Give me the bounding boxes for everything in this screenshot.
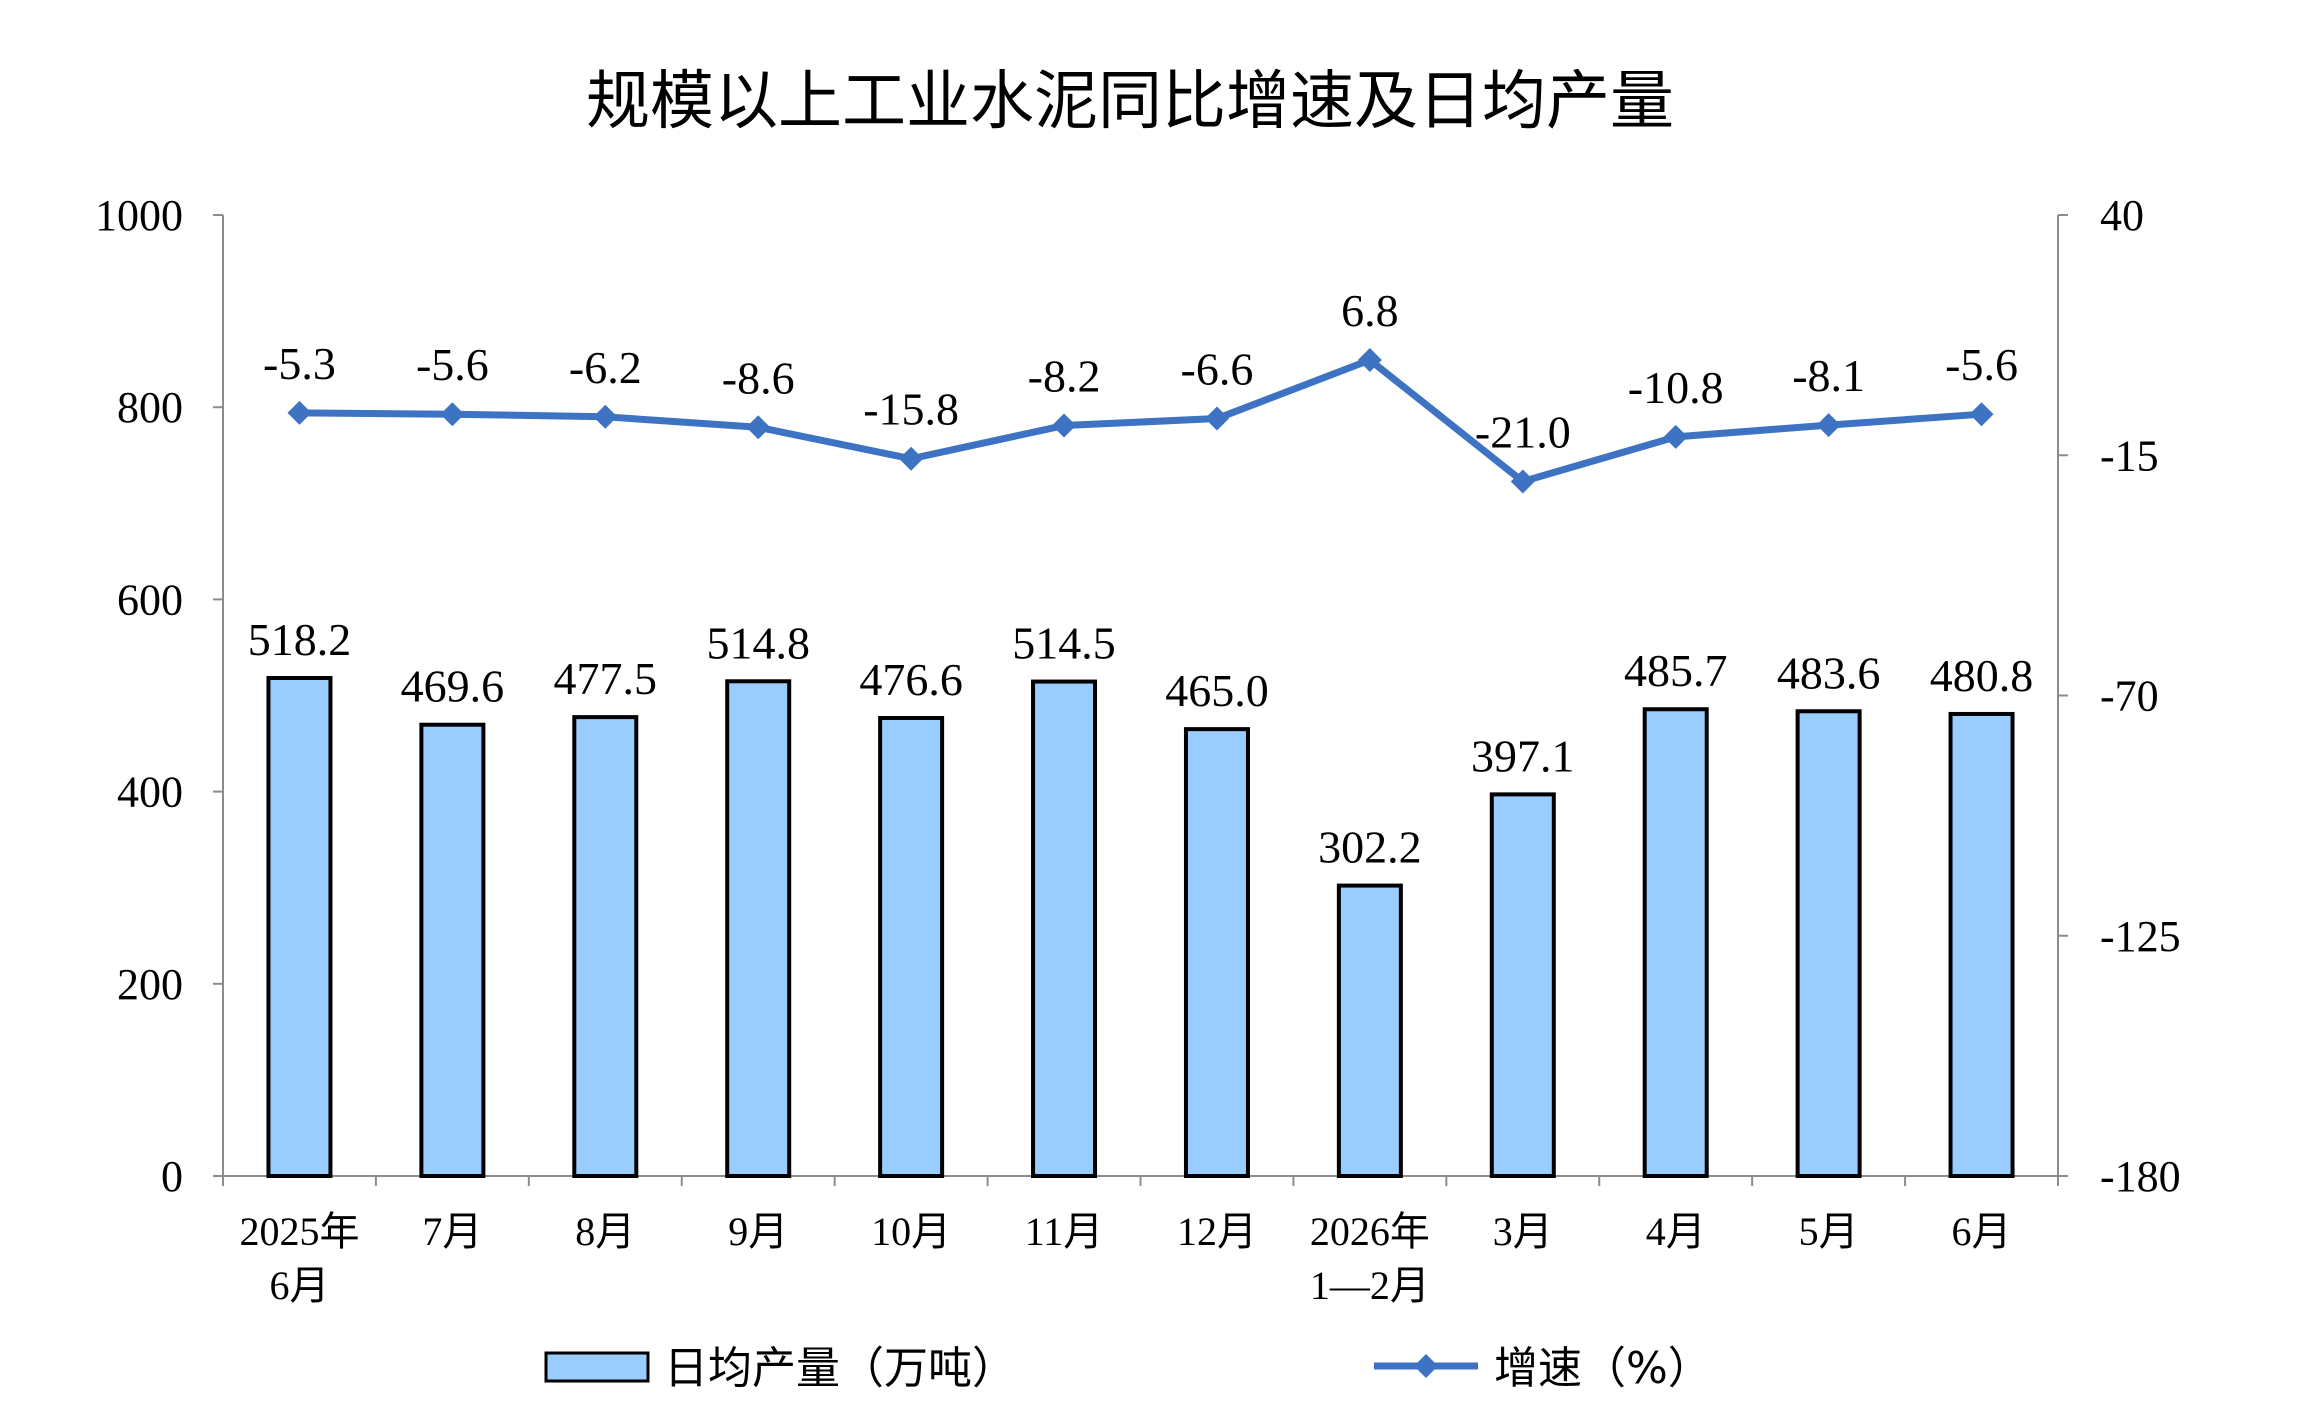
- line-value-label: -8.1: [1792, 350, 1865, 401]
- x-tick-label: 8月: [575, 1209, 635, 1254]
- x-tick-label: 9月: [728, 1209, 788, 1254]
- bar: [266, 676, 333, 1179]
- y-left-tick-label: 800: [117, 383, 183, 432]
- legend-line-marker: [1414, 1354, 1438, 1378]
- line-layer: [287, 348, 1994, 494]
- x-tick-label: 5月: [1799, 1209, 1859, 1254]
- line-value-label: -5.6: [416, 339, 489, 390]
- bar: [1795, 709, 1862, 1178]
- bar-value-label: 397.1: [1471, 730, 1575, 781]
- legend: 日均产量（万吨） 增速（%）: [544, 1343, 1712, 1394]
- legend-bar-label: 日均产量（万吨）: [664, 1343, 1016, 1394]
- bar: [1336, 883, 1403, 1179]
- x-tick-label: 3月: [1493, 1209, 1553, 1254]
- line-point-marker: [1510, 469, 1535, 494]
- x-tick-label: 1—2月: [1310, 1263, 1430, 1308]
- y-right-tick-label: -70: [2100, 672, 2159, 721]
- bar-value-label: 514.8: [706, 617, 810, 668]
- bar-value-label: 476.6: [859, 654, 963, 705]
- bar: [1031, 679, 1098, 1178]
- y-right-tick-label: -125: [2100, 912, 2181, 961]
- bar-value-label: 477.5: [554, 653, 658, 704]
- bar: [1642, 707, 1709, 1178]
- bar-value-label: 469.6: [401, 661, 505, 712]
- line-value-label: -8.2: [1028, 351, 1101, 402]
- x-tick-label: 10月: [871, 1209, 951, 1254]
- x-tick-label: 6月: [269, 1263, 329, 1308]
- bar-value-label: 465.0: [1165, 665, 1269, 716]
- axes-layer: 0 200 400 600 800 1000 -180 -125 -70 -15 40 2025年 6月…: [95, 191, 2181, 1308]
- y-left-tick-label: 400: [117, 768, 183, 817]
- legend-line-label: 增速（%）: [1494, 1343, 1712, 1394]
- line-point-marker: [899, 446, 924, 471]
- line-value-label: -6.2: [569, 342, 642, 393]
- x-tick-label: 2026年: [1310, 1209, 1430, 1254]
- bars-layer: [266, 676, 2015, 1179]
- x-tick-label: 11月: [1025, 1209, 1104, 1254]
- line-point-marker: [1052, 413, 1077, 438]
- bar-value-label: 518.2: [248, 614, 352, 665]
- line-point-marker: [746, 415, 771, 440]
- line-point-marker: [593, 404, 618, 429]
- line-point-marker: [1663, 424, 1688, 449]
- y-left-tick-label: 1000: [95, 191, 183, 240]
- bar: [1183, 727, 1250, 1178]
- y-right-tick-label: -180: [2100, 1152, 2181, 1201]
- y-right-tick-label: -15: [2100, 431, 2159, 480]
- line-point-marker: [287, 400, 312, 425]
- line-point-marker: [1204, 406, 1229, 431]
- line-value-label: -10.8: [1628, 362, 1724, 413]
- y-left-tick-label: 0: [161, 1152, 183, 1201]
- bar-value-label: 483.6: [1777, 647, 1881, 698]
- bar: [419, 722, 486, 1179]
- bar-value-label: 485.7: [1624, 645, 1728, 696]
- chart-title: 规模以上工业水泥同比增速及日均产量: [586, 65, 1674, 139]
- bar: [572, 715, 639, 1178]
- bar: [878, 715, 945, 1179]
- line-point-marker: [1357, 348, 1382, 373]
- y-right-tick-label: 40: [2100, 191, 2144, 240]
- bar-value-label: 514.5: [1012, 618, 1116, 669]
- x-tick-label: 7月: [422, 1209, 482, 1254]
- line-point-marker: [1816, 413, 1841, 438]
- x-tick-label: 6月: [1952, 1209, 2012, 1254]
- bar: [725, 679, 792, 1179]
- line-value-label: 6.8: [1341, 285, 1399, 336]
- line-value-label: -6.6: [1181, 344, 1254, 395]
- bar-value-label: 302.2: [1318, 822, 1422, 873]
- legend-bar-swatch: [544, 1351, 650, 1383]
- x-tick-label: 2025年: [239, 1209, 359, 1254]
- line-value-label: -5.6: [1945, 339, 2018, 390]
- data-labels-layer: 518.2 469.6 477.5 514.8 476.6 514.5 465.0 302.2…: [248, 285, 2034, 873]
- bar-value-label: 480.8: [1930, 650, 2034, 701]
- x-tick-label: 12月: [1177, 1209, 1257, 1254]
- line-value-label: -5.3: [263, 338, 336, 389]
- line-point-marker: [1969, 402, 1994, 427]
- x-tick-label: 4月: [1646, 1209, 1706, 1254]
- y-left-tick-label: 600: [117, 575, 183, 624]
- line-value-label: -21.0: [1475, 406, 1571, 457]
- line-value-label: -8.6: [722, 352, 795, 403]
- bar: [1489, 792, 1556, 1178]
- y-left-tick-label: 200: [117, 960, 183, 1009]
- line-point-marker: [440, 402, 465, 427]
- growth-line: [299, 356, 1982, 485]
- bar: [1948, 711, 2015, 1178]
- line-value-label: -15.8: [863, 384, 959, 435]
